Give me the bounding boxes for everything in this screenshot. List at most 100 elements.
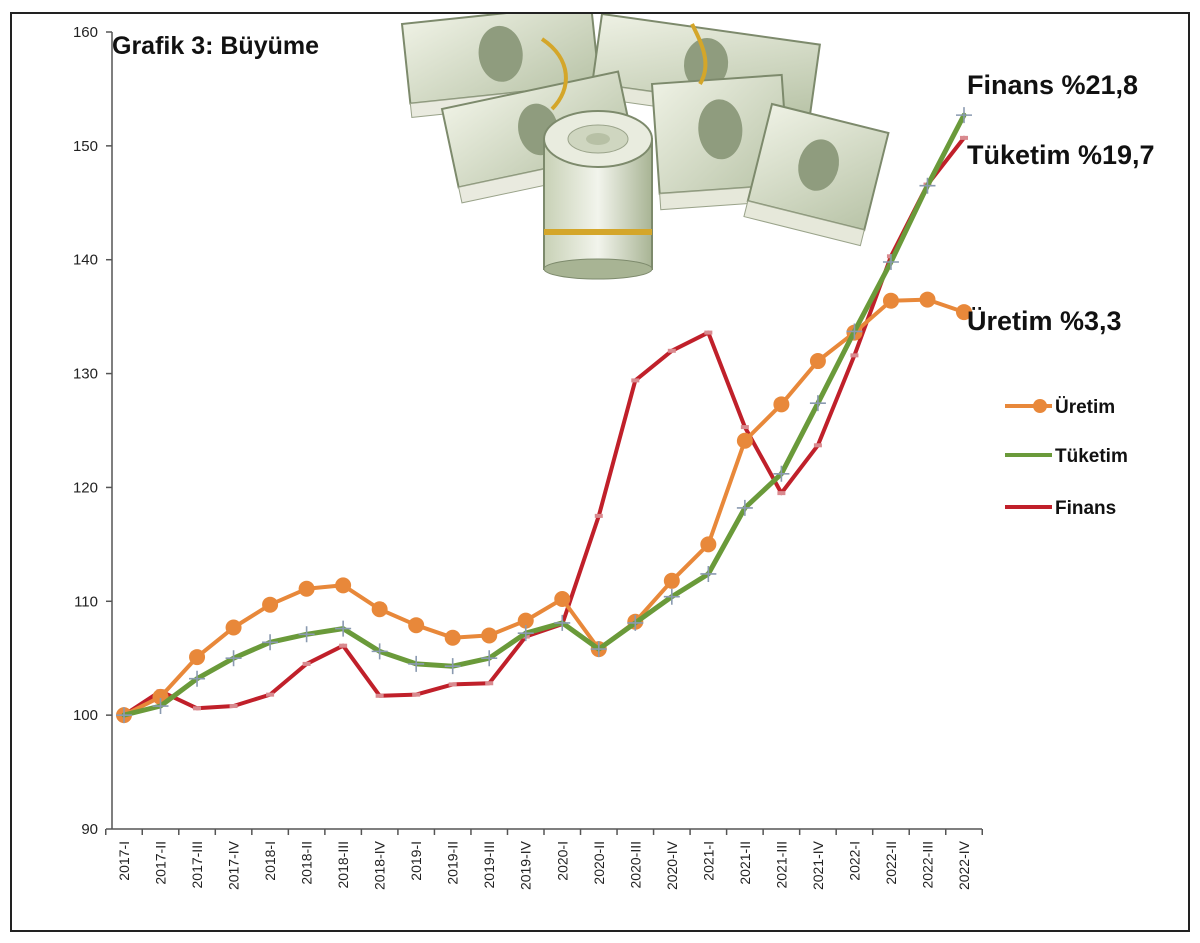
point-tuketim-2019-III [481, 650, 498, 667]
point-tuketim-2021-III [773, 465, 790, 482]
point-tuketim-2017-III [189, 670, 206, 687]
point-uretim-2021-III [773, 396, 790, 413]
point-tuketim-2018-I [262, 634, 279, 651]
point-uretim-2018-III [335, 577, 352, 594]
x-tick-label-2017-I: 2017-I [116, 841, 132, 881]
point-uretim-2021-IV [809, 353, 826, 370]
point-finans-2022-I [850, 353, 859, 358]
end-annotations: Finans %21,8 Tüketim %19,7 Üretim %3,3 [967, 70, 1155, 336]
legend-item-tuketim: Tüketim [1005, 446, 1128, 467]
point-finans-2018-I [266, 692, 275, 697]
point-tuketim-2022-III [919, 177, 936, 194]
point-tuketim-2018-III [335, 620, 352, 637]
series-layer [116, 107, 972, 724]
point-finans-2019-I [412, 692, 421, 697]
x-tick-label-2020-I: 2020-I [554, 841, 570, 881]
legend-label-finans: Finans [1055, 498, 1116, 519]
point-uretim-2017-IV [225, 619, 242, 636]
point-uretim-2019-IV [517, 612, 534, 629]
point-uretim-2018-I [262, 596, 279, 613]
point-tuketim-2019-I [408, 655, 425, 672]
point-tuketim-2020-I [554, 614, 571, 631]
annotation-tuketim: Tüketim %19,7 [967, 140, 1155, 170]
point-uretim-2020-IV [663, 572, 680, 589]
x-tick-label-2019-II: 2019-II [445, 841, 461, 885]
legend-label-uretim: Üretim [1055, 397, 1115, 418]
annotation-uretim: Üretim %3,3 [967, 306, 1122, 336]
y-tick-label-110: 110 [74, 593, 98, 610]
x-tick-label-2020-III: 2020-III [627, 841, 643, 888]
point-finans-2020-II [594, 513, 603, 518]
x-tick-label-2022-I: 2022-I [846, 841, 862, 881]
point-finans-2017-IV [229, 704, 238, 709]
point-uretim-2022-IV [956, 304, 972, 321]
x-tick-label-2018-I: 2018-I [262, 841, 278, 881]
x-tick-label-2018-IV: 2018-IV [372, 840, 388, 890]
point-finans-2021-I [704, 330, 713, 335]
point-finans-2018-IV [375, 693, 384, 698]
y-tick-label-100: 100 [73, 707, 98, 724]
point-tuketim-2017-IV [225, 650, 242, 667]
point-tuketim-2019-II [444, 658, 461, 675]
point-tuketim-2017-II [152, 698, 169, 715]
point-tuketim-2021-IV [809, 395, 826, 412]
chart-frame: 90 100 110 120 130 140 150 160 2017-I 2017-II 2017… [10, 12, 1190, 932]
x-tick-label-2017-IV: 2017-IV [226, 840, 242, 890]
x-tick-label-2017-III: 2017-III [189, 841, 205, 888]
x-tick-label-2021-IV: 2021-IV [810, 840, 826, 890]
point-uretim-2019-II [444, 629, 461, 646]
point-uretim-2022-II [882, 292, 899, 309]
y-tick-label-140: 140 [73, 252, 98, 269]
y-tick-label-160: 160 [73, 24, 98, 41]
point-uretim-2017-III [189, 649, 206, 666]
y-tick-label-150: 150 [73, 138, 98, 155]
chart-axes: 90 100 110 120 130 140 150 160 2017-I 2017-II 2017… [73, 24, 984, 890]
line-chart: 90 100 110 120 130 140 150 160 2017-I 2017-II 2017… [73, 14, 1155, 890]
y-tick-label-120: 120 [73, 479, 98, 496]
money-stack-image [400, 14, 890, 280]
point-finans-2020-IV [667, 348, 676, 353]
point-finans-2021-II [740, 425, 749, 430]
x-tick-label-2019-IV: 2019-IV [518, 840, 534, 890]
point-uretim-2020-I [554, 591, 571, 608]
point-tuketim-2018-IV [371, 643, 388, 660]
point-finans-2021-III [777, 491, 786, 496]
point-tuketim-2022-I [846, 323, 863, 340]
series-line-tuketim [121, 112, 967, 718]
x-tick-label-2022-III: 2022-III [919, 841, 935, 888]
point-tuketim-2017-I [116, 707, 132, 724]
point-tuketim-2018-II [298, 626, 315, 643]
annotation-finans: Finans %21,8 [967, 70, 1138, 100]
legend-item-finans: Finans [1005, 498, 1116, 519]
point-tuketim-2022-IV [956, 107, 972, 124]
legend-item-uretim: Üretim [1005, 397, 1115, 418]
point-tuketim-2019-IV [517, 625, 534, 642]
point-uretim-2018-IV [371, 601, 388, 618]
x-tick-label-2022-II: 2022-II [883, 841, 899, 885]
point-tuketim-2022-II [882, 253, 899, 270]
legend-label-tuketim: Tüketim [1055, 446, 1128, 467]
series-tuketim [116, 107, 972, 724]
x-tick-label-2022-IV: 2022-IV [956, 840, 972, 890]
y-tick-label-130: 130 [73, 366, 98, 383]
x-tick-label-2021-II: 2021-II [737, 841, 753, 885]
x-tick-label-2021-I: 2021-I [700, 841, 716, 881]
legend-marker-uretim [1033, 399, 1047, 413]
point-finans-2020-III [631, 378, 640, 383]
x-tick-label-2019-III: 2019-III [481, 841, 497, 888]
x-tick-label-2018-III: 2018-III [335, 841, 351, 888]
legend: Üretim Tüketim Finans [1005, 397, 1128, 519]
point-finans-2022-IV [960, 135, 968, 140]
x-tick-label-2020-II: 2020-II [591, 841, 607, 885]
x-tick-label-2021-III: 2021-III [773, 841, 789, 888]
point-uretim-2021-I [700, 536, 717, 553]
point-finans-2019-III [485, 681, 494, 686]
point-finans-2018-III [339, 643, 348, 648]
point-uretim-2022-III [919, 291, 936, 308]
x-tick-label-2018-II: 2018-II [299, 841, 315, 885]
point-uretim-2018-II [298, 580, 315, 597]
point-finans-2018-II [302, 661, 311, 666]
point-uretim-2019-I [408, 617, 425, 634]
point-tuketim-2020-II [590, 641, 607, 658]
chart-title: Grafik 3: Büyüme [112, 32, 319, 60]
